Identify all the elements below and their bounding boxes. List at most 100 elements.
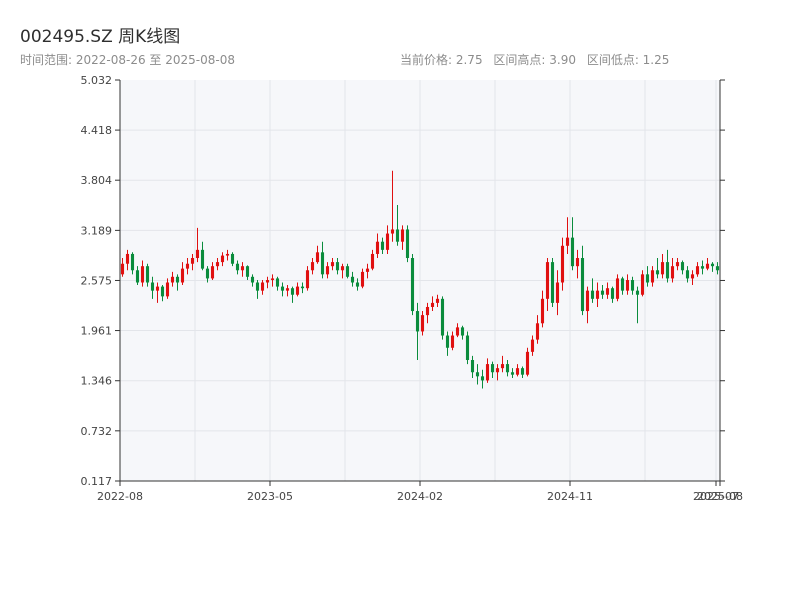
candle [555,270,560,316]
candle-body [545,262,550,299]
candle [200,241,205,271]
candle-body [555,282,560,303]
x-tick-label: 2025-08 [697,490,743,503]
candle-body [190,258,195,264]
candle-body [335,262,340,271]
y-tick-label: 1.961 [81,325,113,338]
candle [295,282,300,297]
x-tick-label: 2024-11 [547,490,593,503]
candle [415,302,420,361]
candle-body [135,270,140,283]
candle [445,331,450,356]
candle-body [230,253,235,264]
candle [685,266,690,283]
candle [245,265,250,281]
candle-body [620,278,625,291]
candle-body [610,288,615,299]
candle [700,260,705,275]
x-axis-ticks: 2022-08 2023-05 2024-02 2024-11 2025-072025-… [97,481,743,503]
candle [575,249,580,279]
candle [345,263,350,279]
candle-body [600,290,605,295]
candle-body [370,253,375,269]
y-tick-label: 2.575 [81,274,113,287]
candle-body [295,286,300,295]
candle-body [165,282,170,297]
candle-body [660,262,665,275]
candle-body [495,368,500,373]
candle-body [515,368,520,375]
candle-body [150,282,155,291]
candle [660,253,665,279]
candle-body [665,262,670,279]
candle-body [595,290,600,299]
candle [335,258,340,275]
candle [690,270,695,285]
candle [410,253,415,316]
candle-body [155,286,160,291]
candle-body [560,245,565,283]
candle-body [380,241,385,250]
x-tick-label: 2024-02 [397,490,443,503]
candle [695,262,700,277]
candle [120,258,125,277]
candle-body [315,252,320,263]
candle [630,276,635,295]
candle [250,274,255,287]
candle [465,331,470,365]
candle-body [565,237,570,246]
candle-body [455,327,460,336]
candle [170,271,175,287]
candle-body [500,364,505,369]
grid-lines [120,80,720,481]
candle-body [440,298,445,336]
candle [325,262,330,279]
candle-body [590,290,595,299]
candle [520,366,525,378]
candle-body [615,278,620,299]
candle [590,278,595,303]
candle [480,369,485,389]
candle-body [655,270,660,275]
candle [315,245,320,264]
candle [215,258,220,271]
candle [420,311,425,336]
y-axis-ticks: 0.117 0.732 1.346 1.961 2.575 3.189 3.804 4.418… [81,74,725,488]
candle [620,276,625,295]
candle [270,274,275,287]
candle-body [640,274,645,295]
candle [500,355,505,373]
candle-body [365,268,370,272]
candle [650,266,655,287]
candle [470,355,475,378]
candle [595,282,600,307]
candle-body [670,266,675,279]
candle [165,278,170,299]
candle [185,258,190,275]
y-tick-label: 4.418 [81,124,113,137]
candle [360,268,365,289]
candle [580,245,585,316]
candle-body [340,266,345,271]
candle [340,263,345,279]
candle [665,249,670,283]
candle [540,290,545,328]
candle-body [220,255,225,263]
candle-body [245,266,250,277]
candle-body [125,253,130,264]
candle [600,284,605,299]
candle-body [415,311,420,332]
candle-body [460,327,465,336]
candle [190,253,195,271]
candle-body [310,262,315,271]
range-high: 区间高点: 3.90 [493,53,576,67]
candle-body [240,266,245,271]
candle-body [410,258,415,312]
candle-body [215,262,220,267]
candle [235,260,240,275]
candle-body [420,315,425,332]
candle-body [205,268,210,279]
candle [585,286,590,324]
time-range-text: 时间范围: 2022-08-26 至 2025-08-08 [20,53,235,67]
candle-body [400,229,405,242]
